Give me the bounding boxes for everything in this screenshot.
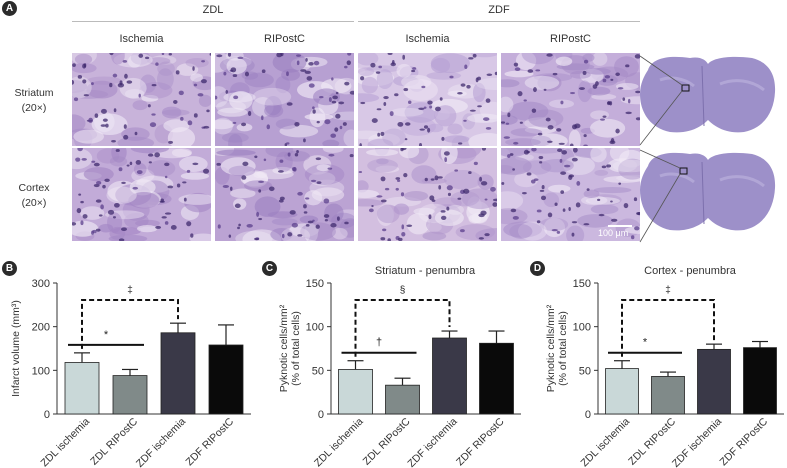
chart-d-x-tick-label: ZDF ischemia (670, 416, 724, 468)
zoom-connector-lines (639, 55, 683, 243)
chart-d-bar (651, 376, 685, 415)
row-label-cortex: Cortex (20×) (0, 181, 68, 211)
chart-b-x-tick-label: ZDF RIPostC (183, 415, 236, 468)
chart-c-x-tick-label: ZDL ischemia (312, 416, 366, 468)
chart-c-y-tick-label: 50 (312, 365, 324, 377)
scale-bar-label: 100 μm (598, 228, 629, 238)
chart-d-y-tick-label: 150 (573, 278, 591, 290)
group-divider-zdf (358, 21, 640, 22)
row-label-cortex-name: Cortex (18, 182, 50, 194)
micrograph-tile (215, 148, 354, 241)
panel-label-a: A (2, 1, 17, 16)
chart-c-sig-symbol: † (376, 337, 382, 349)
chart-c-sig-symbol: § (400, 285, 406, 296)
chart-c-y-label: Pyknotic cells/mm² (278, 304, 290, 392)
micrograph-tile (72, 148, 211, 241)
chart-b-x-tick-label: ZDL RIPostC (88, 415, 140, 467)
micrograph-tile (215, 53, 354, 146)
chart-d-y-tick-label: 50 (579, 365, 591, 377)
chart-d-y-label: (% of total cells) (557, 311, 569, 386)
chart-b-bar (160, 332, 196, 415)
micrograph-tile (358, 148, 497, 241)
column-header-zdl-ripostc: RIPostC (264, 33, 305, 45)
micrograph-tile (72, 53, 211, 146)
chart-c-y-label: (% of total cells) (290, 311, 302, 386)
chart-b-x-tick-label: ZDF ischemia (134, 416, 188, 468)
chart-d-bar (605, 368, 639, 415)
chart-b-y-label: Infarct volume (mm³) (10, 300, 22, 397)
group-header-zdl: ZDL (202, 4, 224, 16)
row-label-striatum-mag: (20×) (21, 102, 47, 114)
chart-c-x-tick-label: ZDL RIPostC (361, 415, 413, 467)
chart-b-sig-symbol: ‡ (127, 285, 133, 296)
chart-d-x-tick-label: ZDL ischemia (579, 416, 633, 468)
row-label-cortex-mag: (20×) (21, 197, 47, 209)
chart-b-bar (208, 344, 244, 415)
chart-d-y-tick-label: 0 (585, 409, 591, 421)
chart-b-y-tick-label: 0 (44, 409, 50, 421)
chart-c-y-tick-label: 0 (318, 409, 324, 421)
chart-d-y-tick-label: 100 (573, 322, 591, 334)
column-header-zdf-ischemia: Ischemia (405, 33, 450, 45)
chart-c-sig-bracket (354, 299, 451, 357)
chart-b-bar (64, 362, 100, 415)
chart-c-x-tick-label: ZDF ischemia (405, 416, 459, 468)
chart-d-sig-bracket (621, 299, 715, 357)
chart-c-bar (432, 337, 467, 415)
chart-d-y-label: Pyknotic cells/mm² (545, 304, 557, 392)
chart-d-bar (743, 347, 777, 415)
micrograph-tile (501, 53, 640, 146)
chart-d-sig-symbol: ‡ (665, 285, 671, 296)
scale-bar (608, 225, 632, 227)
panel-label-b: B (2, 261, 17, 276)
chart-b-y-tick-label: 200 (32, 322, 50, 334)
chart-b-y-tick-label: 100 (32, 365, 50, 377)
panel-label-c: C (262, 261, 277, 276)
column-header-zdf-ripostc: RIPostC (550, 33, 591, 45)
chart-d-title: Cortex - penumbra (644, 265, 737, 277)
chart-c-bar (338, 369, 373, 415)
chart-b-x-tick-label: ZDL ischemia (39, 416, 93, 468)
chart-d-sig-symbol: * (643, 337, 648, 349)
chart-b-sig-bracket (81, 299, 179, 349)
row-label-striatum: Striatum (20×) (0, 86, 68, 116)
chart-b-bar (112, 375, 148, 415)
chart-d-x-tick-label: ZDF RIPostC (717, 415, 770, 468)
chart-b-y-tick-label: 300 (32, 278, 50, 290)
chart-c-bar (479, 342, 514, 415)
group-header-zdf: ZDF (488, 4, 510, 16)
chart-c-x-tick-label: ZDF RIPostC (454, 415, 507, 468)
chart-c-title: Striatum - penumbra (375, 265, 476, 277)
panel-label-d: D (530, 261, 545, 276)
chart-c-y-tick-label: 150 (306, 278, 324, 290)
brain-sections (639, 55, 776, 243)
chart-d-bar (697, 348, 731, 415)
brain-section-top (640, 56, 776, 133)
brain-section-bottom (640, 152, 776, 231)
row-label-striatum-name: Striatum (14, 87, 54, 99)
chart-b-sig-symbol: * (104, 329, 109, 341)
chart-c-bar (385, 384, 420, 415)
group-divider-zdl (72, 21, 354, 22)
column-header-zdl-ischemia: Ischemia (119, 33, 164, 45)
chart-c-y-tick-label: 100 (306, 322, 324, 334)
micrograph-tile (358, 53, 497, 146)
